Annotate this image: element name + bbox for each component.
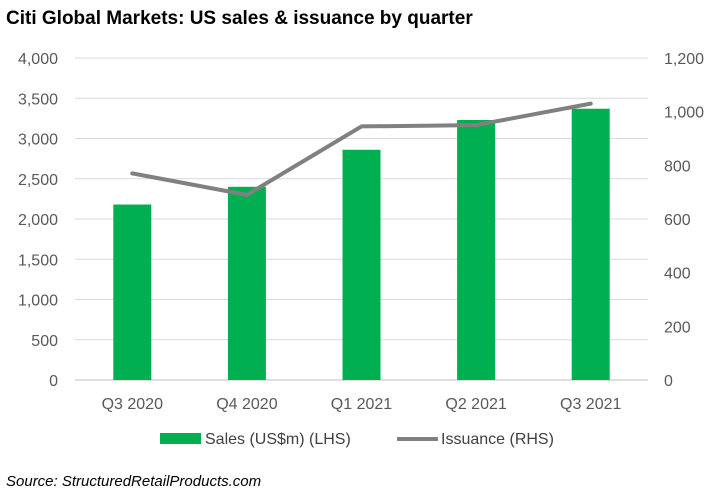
left-tick-label: 3,500 bbox=[18, 91, 58, 108]
source-note: Source: StructuredRetailProducts.com bbox=[6, 473, 261, 490]
x-tick-label: Q3 2020 bbox=[102, 396, 163, 413]
left-tick-label: 500 bbox=[31, 333, 58, 350]
chart-title: Citi Global Markets: US sales & issuance… bbox=[6, 8, 473, 29]
x-tick-label: Q1 2021 bbox=[331, 396, 392, 413]
legend-sales-swatch bbox=[160, 433, 201, 444]
sales-bar bbox=[342, 149, 381, 380]
right-tick-label: 800 bbox=[664, 158, 691, 175]
issuance-line bbox=[130, 101, 593, 197]
legend-sales-label: Sales (US$m) (LHS) bbox=[205, 431, 351, 448]
left-tick-label: 4,000 bbox=[18, 51, 58, 68]
right-tick-label: 1,200 bbox=[664, 51, 704, 68]
sales-bar bbox=[113, 204, 152, 380]
x-tick-label: Q3 2021 bbox=[560, 396, 621, 413]
left-tick-label: 1,000 bbox=[18, 293, 58, 310]
left-tick-label: 2,500 bbox=[18, 172, 58, 189]
right-tick-label: 600 bbox=[664, 212, 691, 229]
right-tick-label: 200 bbox=[664, 319, 691, 336]
x-axis-ticks: Q3 2020 Q4 2020 Q1 2021 Q2 2021 Q3 2021 bbox=[102, 396, 622, 413]
left-tick-label: 3,000 bbox=[18, 132, 58, 149]
left-tick-label: 0 bbox=[49, 373, 58, 390]
right-tick-label: 0 bbox=[664, 373, 673, 390]
sales-bars bbox=[113, 108, 610, 381]
sales-bar bbox=[457, 119, 496, 381]
x-tick-label: Q2 2021 bbox=[445, 396, 506, 413]
legend: Sales (US$m) (LHS) Issuance (RHS) bbox=[160, 431, 554, 448]
sales-bar bbox=[571, 108, 610, 380]
left-tick-label: 1,500 bbox=[18, 252, 58, 269]
issuance-line-group bbox=[130, 101, 593, 197]
sales-bar bbox=[227, 186, 266, 380]
left-axis-ticks: 0 500 1,000 1,500 2,000 2,500 3,000 3,500 4,000 bbox=[18, 51, 58, 390]
right-axis-ticks: 0 200 400 600 800 1,000 1,200 bbox=[664, 51, 704, 390]
left-tick-label: 2,000 bbox=[18, 212, 58, 229]
right-tick-label: 1,000 bbox=[664, 105, 704, 122]
legend-issuance-label: Issuance (RHS) bbox=[441, 431, 554, 448]
x-tick-label: Q4 2020 bbox=[216, 396, 277, 413]
right-tick-label: 400 bbox=[664, 266, 691, 283]
